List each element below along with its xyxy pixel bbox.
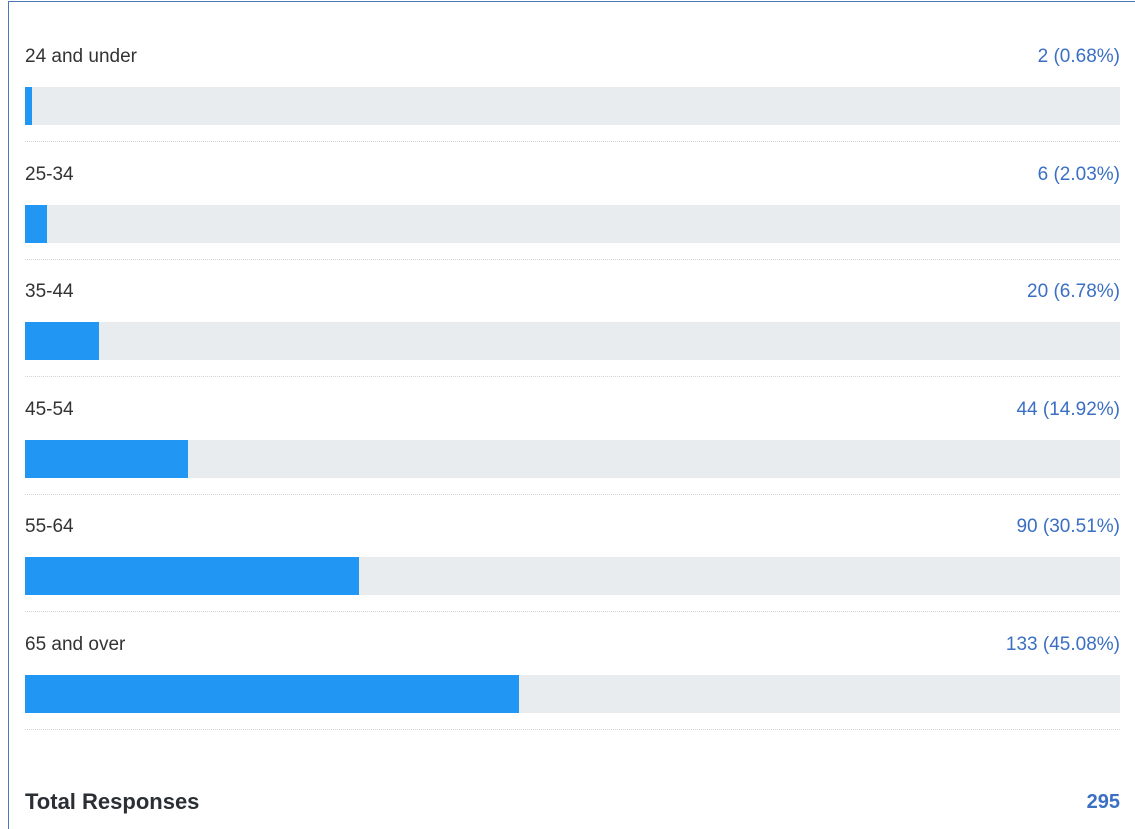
bar [25, 439, 189, 478]
row-divider [25, 728, 1120, 730]
category-label: 65 and over [25, 633, 126, 655]
bar [25, 87, 33, 125]
category-label: 25-34 [25, 163, 74, 185]
category-label: 24 and under [25, 46, 137, 67]
row-divider [25, 258, 1120, 260]
category-label: 45-54 [25, 398, 74, 420]
value-label: 20 (6.78%) [1027, 281, 1120, 302]
value-label: 44 (14.92%) [1016, 398, 1120, 420]
bar-track [25, 322, 1120, 360]
row-divider [25, 493, 1120, 495]
total-label: Total Responses [25, 789, 200, 814]
bar-track [25, 674, 1120, 713]
bar-track [25, 557, 1120, 595]
total-value: 295 [1086, 791, 1120, 813]
row-divider [25, 611, 1120, 612]
bar-track [25, 439, 1120, 478]
value-label: 2 (0.68%) [1037, 46, 1120, 67]
category-label: 55-64 [25, 516, 74, 537]
value-label: 133 (45.08%) [1005, 633, 1120, 655]
value-label: 6 (2.03%) [1037, 163, 1120, 185]
category-label: 35-44 [25, 281, 74, 302]
row-divider [25, 376, 1120, 377]
panel [8, 1, 1135, 829]
bar-track [25, 204, 1120, 243]
bar [25, 322, 100, 360]
value-label: 90 (30.51%) [1016, 516, 1120, 537]
bar [25, 557, 360, 595]
row-divider [25, 141, 1120, 142]
bar [25, 674, 519, 713]
bar [25, 204, 48, 243]
bar-track [25, 87, 1120, 125]
